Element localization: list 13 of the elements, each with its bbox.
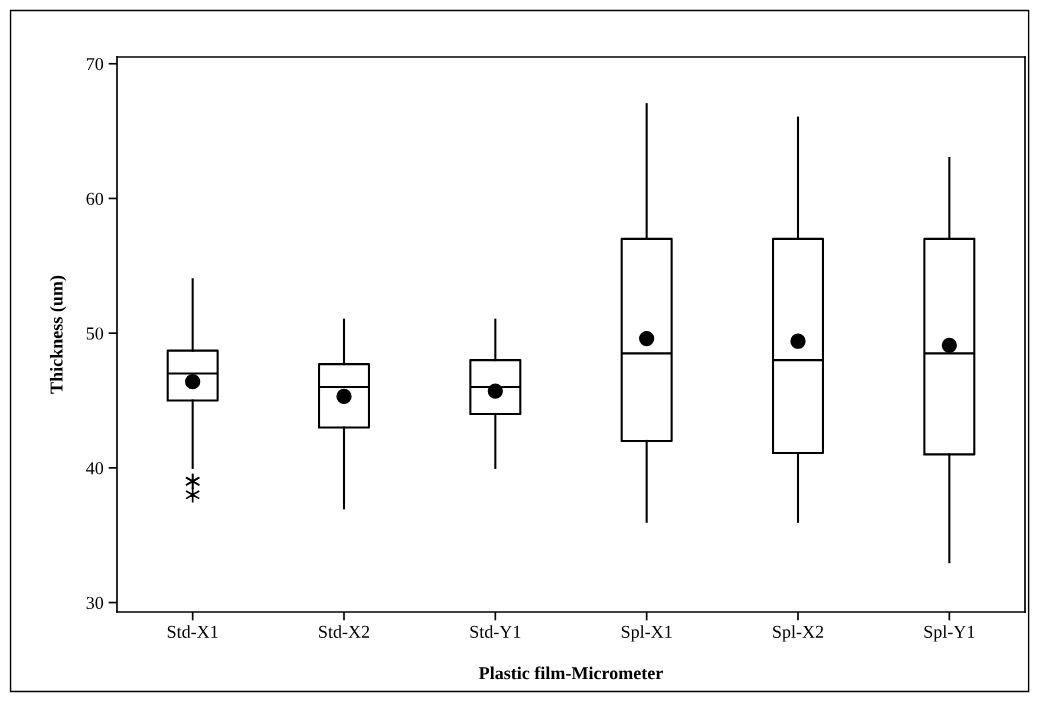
y-tick-label: 70 [86, 57, 104, 71]
x-tick-label: Std-X1 [167, 625, 218, 638]
x-tick-label: Std-X2 [319, 625, 370, 638]
y-tick-label: 40 [86, 462, 104, 475]
x-tick-label: Std-Y1 [470, 625, 521, 638]
y-tick-label: 50 [86, 327, 104, 340]
y-tick-label: 30 [86, 596, 104, 610]
y-tick-label: 60 [86, 192, 104, 205]
y-axis-title: Thickness (um) [49, 275, 67, 394]
x-tick-label: Spl-X1 [621, 625, 672, 642]
x-axis-title: Plastic film-Micrometer [478, 666, 663, 680]
x-tick-label: Spl-Y1 [924, 625, 975, 642]
x-tick-label: Spl-X2 [773, 625, 824, 642]
